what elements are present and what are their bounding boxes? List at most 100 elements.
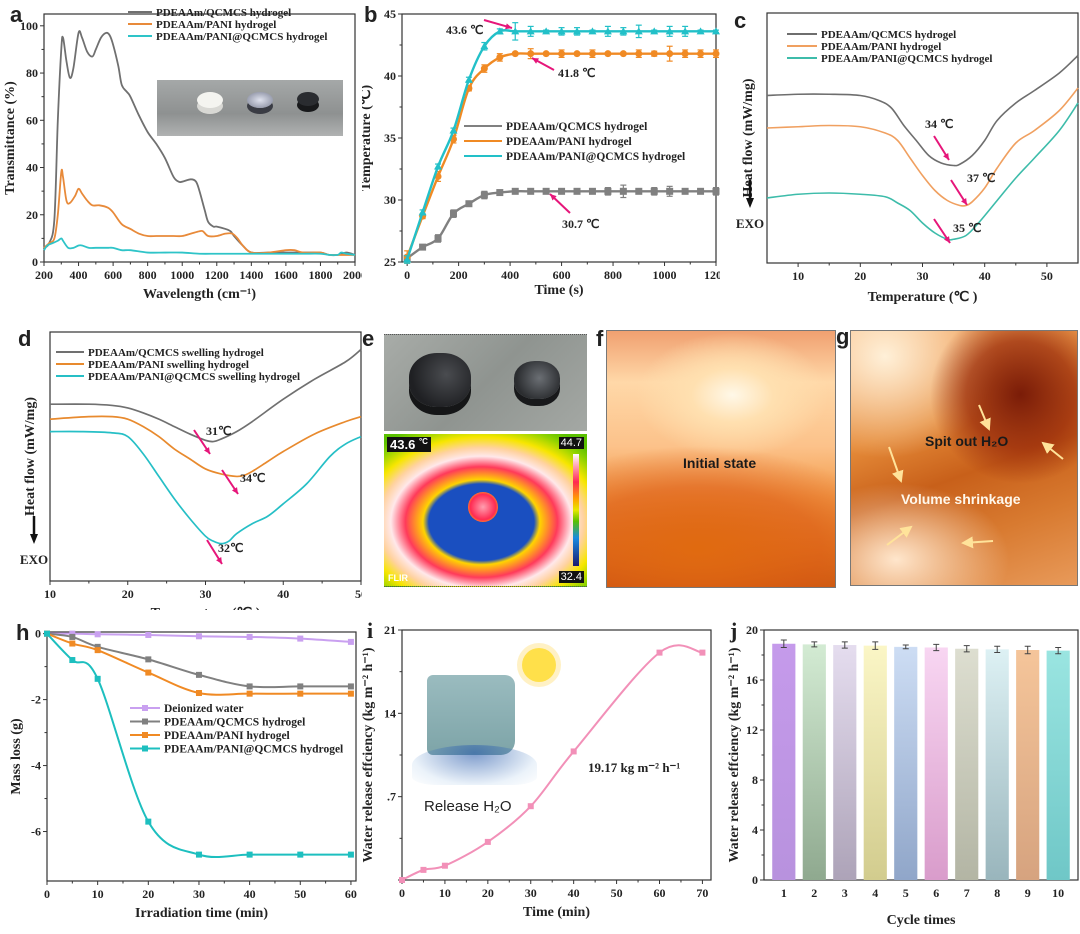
data-point — [588, 27, 597, 35]
pink-arrowhead-icon — [943, 236, 950, 243]
data-point — [511, 27, 520, 35]
data-point — [573, 187, 581, 195]
hydrogel-cube-illustration — [427, 675, 515, 755]
y-tick-label: 45 — [384, 7, 396, 21]
pink-arrowhead-icon — [943, 153, 949, 160]
data-point — [399, 877, 405, 883]
data-point — [656, 649, 663, 656]
x-tick-label: 50 — [1041, 269, 1053, 283]
x-tick-label: 1600 — [274, 268, 298, 282]
data-point — [480, 42, 489, 50]
x-tick-label: 40 — [244, 887, 256, 901]
data-point — [712, 50, 720, 58]
sun-icon — [522, 648, 556, 682]
y-tick-label: 16 — [746, 673, 758, 687]
temp-readout: 43.6 °C — [387, 437, 431, 452]
data-point — [347, 683, 354, 690]
y-axis-label: Heat flow (mW/mg) — [23, 397, 38, 516]
x-tick-label: 1200 — [704, 268, 720, 282]
data-point — [635, 187, 643, 195]
data-point — [558, 187, 566, 195]
pink-arrowhead-icon — [203, 447, 210, 454]
data-point — [297, 635, 304, 642]
panel-label-i: i — [367, 618, 374, 643]
data-point — [526, 27, 535, 35]
panel-label-g: g — [836, 324, 850, 349]
legend-label: PDEAAm/PANI@QCMCS hydrogel — [506, 151, 685, 163]
y-tick-label: 40 — [26, 161, 38, 175]
bar — [1046, 650, 1070, 880]
y-tick-label: .7 — [387, 790, 396, 804]
annotation-label: 32℃ — [218, 541, 243, 555]
data-point — [347, 851, 354, 858]
y-tick-label: -6 — [31, 825, 41, 839]
x-tick-label: 800 — [139, 268, 157, 282]
data-point — [145, 669, 152, 676]
data-point — [603, 27, 612, 35]
series-line — [766, 54, 1079, 167]
y-axis-label: Water release effciency (kg m⁻² h⁻¹) — [727, 647, 742, 862]
scale-max: 44.7 — [558, 437, 584, 449]
x-axis-label: Time (min) — [523, 905, 590, 920]
data-point — [634, 27, 643, 35]
mass-loss-chart: 0 10 20 30 40 50 60 0 -2 -4 -6 Irradiation time (mi… — [9, 627, 357, 921]
x-tick-label: 1 — [781, 886, 787, 900]
panel-label-b: b — [364, 2, 378, 27]
data-point — [699, 649, 706, 656]
data-point — [195, 633, 202, 640]
data-point — [511, 187, 519, 195]
data-point — [697, 50, 705, 58]
data-point — [511, 50, 519, 58]
annotation-label: 41.8 ℃ — [558, 66, 595, 80]
x-tick-label: 20 — [142, 887, 154, 901]
data-point — [650, 187, 658, 195]
data-point — [496, 189, 504, 197]
x-tick-label: 7 — [964, 886, 970, 900]
scale-min: 32.4 — [558, 571, 584, 583]
arrow-icon — [978, 404, 991, 431]
x-tick-label: 30 — [917, 269, 929, 283]
data-point — [650, 50, 658, 58]
x-axis-label: Time (s) — [534, 283, 583, 298]
x-tick-label: 4 — [872, 886, 878, 900]
data-point — [484, 838, 491, 845]
data-point — [588, 187, 596, 195]
x-tick-label: 9 — [1025, 886, 1031, 900]
legend-label: PDEAAm/PANI@QCMCS hydrogel — [164, 744, 343, 756]
annotation-label: 30.7 ℃ — [562, 217, 599, 231]
x-tick-label: 200 — [35, 268, 53, 282]
gray-disc — [247, 92, 273, 108]
x-tick-label: 2 — [811, 886, 817, 900]
data-point — [696, 27, 705, 35]
data-point — [604, 187, 612, 195]
data-point — [246, 851, 253, 858]
legend-label: PDEAAm/QCMCS swelling hydrogel — [88, 347, 264, 359]
x-tick-label: 400 — [70, 268, 88, 282]
series-line — [766, 87, 1079, 207]
shrinkage-arrows — [886, 404, 1064, 549]
exo-label: EXO — [20, 552, 48, 567]
pink-arrowhead-icon — [231, 487, 238, 494]
series-line — [49, 348, 362, 443]
data-point — [464, 75, 473, 83]
x-tick-label: 60 — [654, 886, 666, 900]
hotspot — [468, 492, 498, 522]
down-arrowhead-icon — [30, 534, 38, 544]
large-black-disc — [409, 353, 471, 407]
arrow-icon — [961, 536, 994, 549]
x-tick-label: 5 — [903, 886, 909, 900]
data-point — [619, 50, 627, 58]
x-tick-label: 600 — [553, 268, 571, 282]
annotation-label: 37 ℃ — [967, 171, 995, 185]
panel-label-c: c — [734, 8, 747, 33]
legend-label: Deionized water — [164, 703, 244, 715]
y-tick-label: 0 — [752, 873, 758, 887]
data-point — [712, 187, 720, 195]
y-tick-label: 30 — [384, 193, 396, 207]
x-tick-label: 30 — [193, 887, 205, 901]
plot-frame — [46, 631, 357, 882]
x-axis-label: Cycle times — [887, 913, 956, 928]
data-point — [588, 50, 596, 58]
